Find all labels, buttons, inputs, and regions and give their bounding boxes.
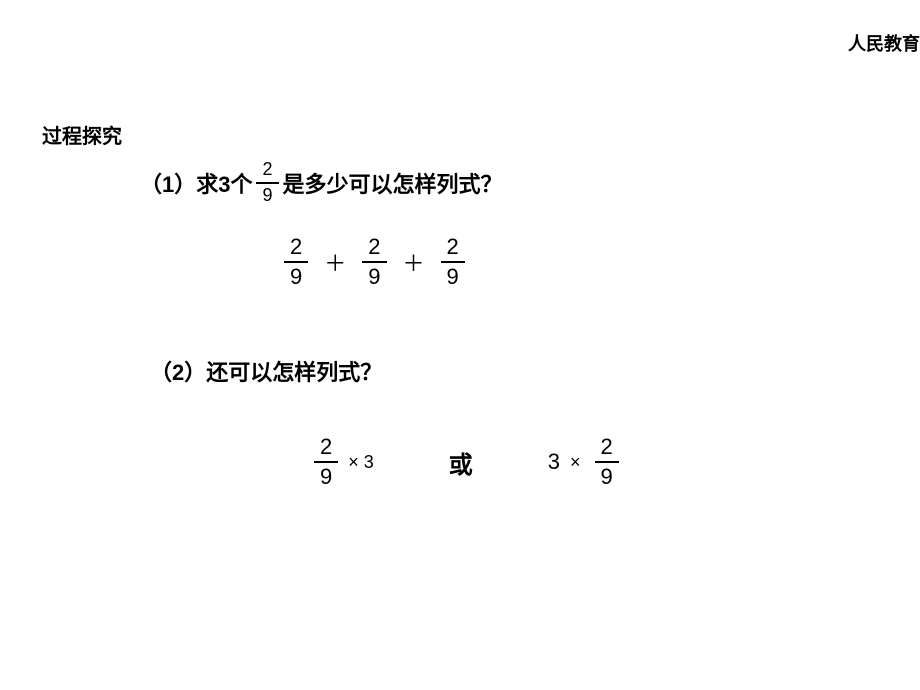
mult-fraction-left-num: 2 [314, 435, 338, 463]
mult-left-times: × 3 [348, 452, 374, 473]
plus-2: ＋ [403, 246, 425, 278]
mult-fraction-left-den: 9 [314, 463, 338, 489]
mult-fraction-right-den: 9 [595, 463, 619, 489]
addition-fraction-3: 2 9 [441, 235, 465, 289]
expression-addition: 2 9 ＋ 2 9 ＋ 2 9 [280, 235, 469, 289]
question-1-prefix: （1）求3个 [140, 167, 252, 199]
question-1-fraction-num: 2 [256, 160, 278, 184]
addition-fraction-3-den: 9 [441, 263, 465, 289]
expr-right: 3 × 2 9 [548, 435, 623, 489]
mult-fraction-left: 2 9 [314, 435, 338, 489]
addition-fraction-2: 2 9 [362, 235, 386, 289]
mult-fraction-right: 2 9 [595, 435, 619, 489]
addition-fraction-1-den: 9 [284, 263, 308, 289]
question-1: （1）求3个 2 9 是多少可以怎样列式？ [140, 160, 503, 206]
addition-fraction-1: 2 9 [284, 235, 308, 289]
expr-left: 2 9 × 3 [310, 435, 374, 489]
addition-fraction-2-den: 9 [362, 263, 386, 289]
mult-right-times: × [570, 452, 581, 473]
plus-1: ＋ [324, 246, 346, 278]
question-2: （2）还可以怎样列式？ [150, 355, 382, 387]
question-1-fraction-den: 9 [256, 184, 278, 206]
or-text: 或 [449, 445, 473, 480]
header-text: 人民教育 [848, 30, 920, 56]
mult-right-three: 3 [548, 449, 560, 475]
question-1-fraction: 2 9 [256, 160, 278, 206]
mult-fraction-right-num: 2 [595, 435, 619, 463]
question-1-suffix: 是多少可以怎样列式？ [283, 167, 503, 199]
section-title: 过程探究 [42, 120, 122, 149]
addition-fraction-1-num: 2 [284, 235, 308, 263]
expression-multiplication: 2 9 × 3 或 3 × 2 9 [310, 435, 623, 489]
addition-fraction-3-num: 2 [441, 235, 465, 263]
addition-fraction-2-num: 2 [362, 235, 386, 263]
